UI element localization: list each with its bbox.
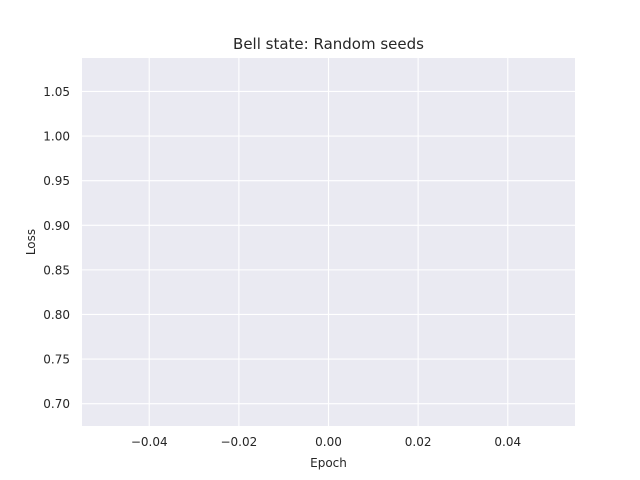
x-gridlines [148, 58, 509, 426]
x-tick-labels: −0.04 −0.02 0.00 0.02 0.04 [131, 435, 521, 449]
y-tick-label: 0.75 [43, 353, 70, 367]
y-tick-label: 0.70 [43, 397, 70, 411]
x-tick-label: 0.02 [405, 435, 432, 449]
x-tick-label: 0.04 [494, 435, 521, 449]
y-tick-label: 0.80 [43, 308, 70, 322]
y-tick-label: 1.05 [43, 85, 70, 99]
y-tick-label: 0.85 [43, 263, 70, 277]
y-gridlines [82, 90, 575, 405]
y-tick-label: 0.90 [43, 219, 70, 233]
x-tick-label: −0.04 [131, 435, 168, 449]
x-tick-label: 0.00 [315, 435, 342, 449]
chart-title: Bell state: Random seeds [233, 35, 424, 53]
x-axis-label: Epoch [310, 456, 347, 470]
y-tick-labels: 0.70 0.75 0.80 0.85 0.90 0.95 1.00 1.05 [43, 85, 70, 411]
y-axis-label: Loss [24, 229, 38, 255]
y-tick-label: 0.95 [43, 174, 70, 188]
y-tick-label: 1.00 [43, 130, 70, 144]
x-tick-label: −0.02 [220, 435, 257, 449]
